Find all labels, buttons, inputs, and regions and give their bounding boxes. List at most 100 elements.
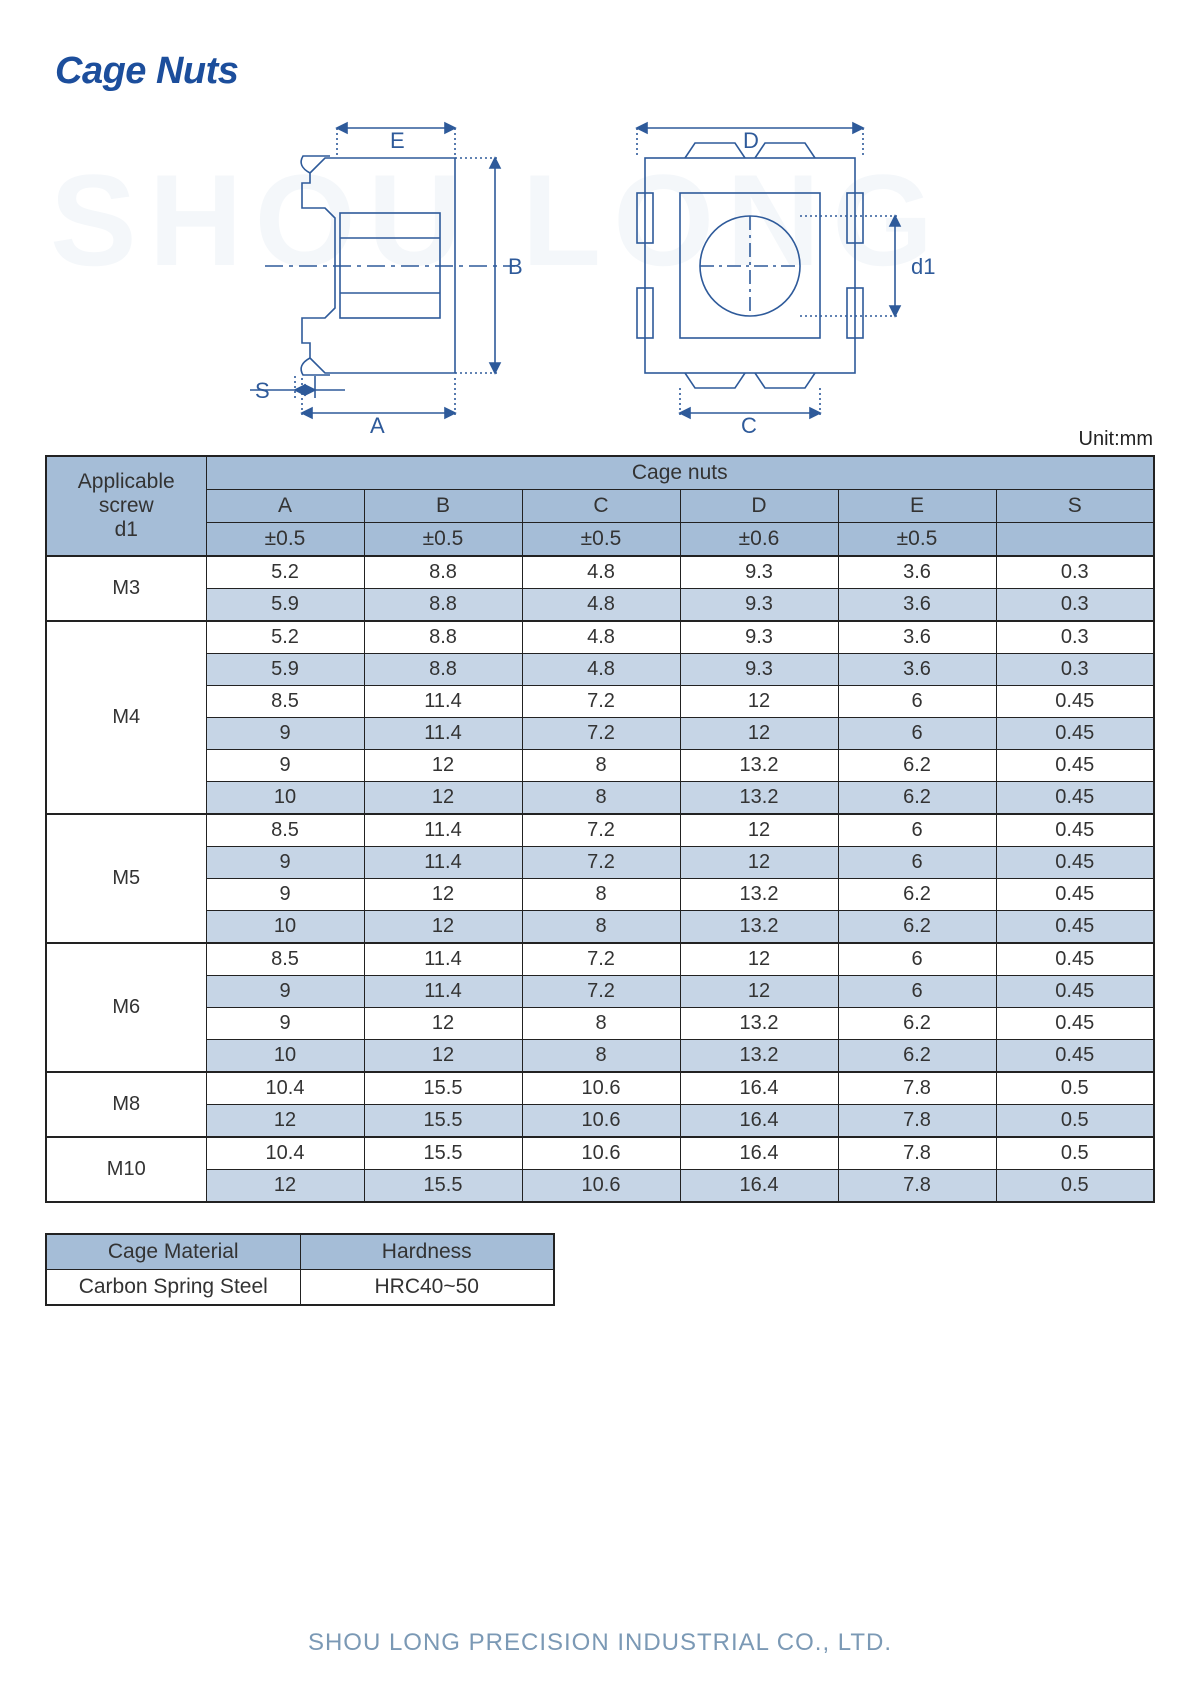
header-group: Cage nuts bbox=[206, 456, 1154, 490]
data-cell: 7.2 bbox=[522, 718, 680, 750]
data-cell: 9 bbox=[206, 718, 364, 750]
data-cell: 6 bbox=[838, 847, 996, 879]
material-header-left: Cage Material bbox=[46, 1234, 300, 1270]
header-col: C bbox=[522, 490, 680, 523]
data-cell: 12 bbox=[364, 911, 522, 944]
data-cell: 10.6 bbox=[522, 1137, 680, 1170]
data-cell: 12 bbox=[364, 1008, 522, 1040]
data-cell: 7.8 bbox=[838, 1105, 996, 1138]
data-cell: 5.2 bbox=[206, 621, 364, 654]
data-cell: 8 bbox=[522, 1040, 680, 1073]
data-cell: 3.6 bbox=[838, 589, 996, 622]
data-cell: 9 bbox=[206, 1008, 364, 1040]
header-tol: ±0.5 bbox=[522, 523, 680, 557]
data-cell: 6.2 bbox=[838, 879, 996, 911]
data-cell: 11.4 bbox=[364, 814, 522, 847]
data-cell: 12 bbox=[680, 976, 838, 1008]
data-cell: 4.8 bbox=[522, 621, 680, 654]
data-cell: 10.4 bbox=[206, 1072, 364, 1105]
data-cell: 0.45 bbox=[996, 847, 1154, 879]
header-tol: ±0.6 bbox=[680, 523, 838, 557]
data-cell: 6.2 bbox=[838, 750, 996, 782]
data-cell: 12 bbox=[364, 782, 522, 815]
header-tol: ±0.5 bbox=[206, 523, 364, 557]
data-cell: 4.8 bbox=[522, 556, 680, 589]
data-cell: 12 bbox=[206, 1105, 364, 1138]
data-cell: 8 bbox=[522, 782, 680, 815]
data-cell: 8.5 bbox=[206, 686, 364, 718]
data-cell: 12 bbox=[680, 943, 838, 976]
dim-label-d: D bbox=[743, 128, 759, 153]
data-cell: 0.3 bbox=[996, 589, 1154, 622]
data-cell: 11.4 bbox=[364, 943, 522, 976]
data-cell: 5.9 bbox=[206, 589, 364, 622]
data-cell: 8 bbox=[522, 879, 680, 911]
data-cell: 7.2 bbox=[522, 814, 680, 847]
data-cell: 0.45 bbox=[996, 782, 1154, 815]
data-cell: 7.8 bbox=[838, 1137, 996, 1170]
dim-label-c: C bbox=[741, 413, 757, 438]
data-cell: 8 bbox=[522, 750, 680, 782]
material-header-right: Hardness bbox=[300, 1234, 554, 1270]
data-cell: 12 bbox=[680, 718, 838, 750]
data-cell: 10 bbox=[206, 782, 364, 815]
data-cell: 0.45 bbox=[996, 686, 1154, 718]
data-cell: 6.2 bbox=[838, 782, 996, 815]
data-cell: 16.4 bbox=[680, 1105, 838, 1138]
data-cell: 9 bbox=[206, 750, 364, 782]
data-cell: 0.5 bbox=[996, 1137, 1154, 1170]
header-screw: Applicablescrewd1 bbox=[46, 456, 206, 556]
data-cell: 6.2 bbox=[838, 1008, 996, 1040]
data-cell: 0.45 bbox=[996, 1008, 1154, 1040]
header-tol bbox=[996, 523, 1154, 557]
data-cell: 12 bbox=[364, 1040, 522, 1073]
data-cell: 13.2 bbox=[680, 1040, 838, 1073]
header-col: D bbox=[680, 490, 838, 523]
screw-cell: M3 bbox=[46, 556, 206, 621]
data-cell: 8.8 bbox=[364, 556, 522, 589]
data-cell: 0.3 bbox=[996, 621, 1154, 654]
data-cell: 9 bbox=[206, 976, 364, 1008]
dim-label-b: B bbox=[508, 254, 523, 279]
data-cell: 9.3 bbox=[680, 654, 838, 686]
data-cell: 15.5 bbox=[364, 1072, 522, 1105]
data-cell: 5.2 bbox=[206, 556, 364, 589]
data-cell: 10.6 bbox=[522, 1170, 680, 1203]
data-cell: 7.2 bbox=[522, 686, 680, 718]
data-cell: 0.5 bbox=[996, 1170, 1154, 1203]
data-cell: 12 bbox=[680, 847, 838, 879]
data-cell: 12 bbox=[364, 750, 522, 782]
data-cell: 3.6 bbox=[838, 621, 996, 654]
data-cell: 9 bbox=[206, 847, 364, 879]
dim-label-e: E bbox=[390, 128, 405, 153]
data-cell: 16.4 bbox=[680, 1137, 838, 1170]
page-title: Cage Nuts bbox=[55, 50, 1155, 93]
header-tol: ±0.5 bbox=[838, 523, 996, 557]
data-cell: 13.2 bbox=[680, 911, 838, 944]
diagram-area: E B S A D C d1 bbox=[45, 118, 1155, 438]
data-cell: 7.2 bbox=[522, 943, 680, 976]
data-cell: 13.2 bbox=[680, 879, 838, 911]
data-cell: 6 bbox=[838, 943, 996, 976]
screw-cell: M6 bbox=[46, 943, 206, 1072]
data-cell: 6.2 bbox=[838, 911, 996, 944]
data-cell: 10 bbox=[206, 1040, 364, 1073]
data-cell: 3.6 bbox=[838, 556, 996, 589]
screw-cell: M10 bbox=[46, 1137, 206, 1202]
data-cell: 10 bbox=[206, 911, 364, 944]
data-cell: 6 bbox=[838, 814, 996, 847]
data-cell: 0.45 bbox=[996, 976, 1154, 1008]
material-table: Cage Material Hardness Carbon Spring Ste… bbox=[45, 1233, 555, 1306]
data-cell: 9.3 bbox=[680, 589, 838, 622]
data-cell: 3.6 bbox=[838, 654, 996, 686]
data-cell: 11.4 bbox=[364, 718, 522, 750]
data-cell: 6 bbox=[838, 976, 996, 1008]
material-value-right: HRC40~50 bbox=[300, 1270, 554, 1306]
footer-company: SHOU LONG PRECISION INDUSTRIAL CO., LTD. bbox=[0, 1629, 1200, 1657]
cage-nut-diagram: E B S A D C d1 bbox=[225, 118, 1025, 438]
data-cell: 8.8 bbox=[364, 654, 522, 686]
data-cell: 7.2 bbox=[522, 847, 680, 879]
data-cell: 0.5 bbox=[996, 1072, 1154, 1105]
data-cell: 0.45 bbox=[996, 718, 1154, 750]
data-cell: 0.3 bbox=[996, 556, 1154, 589]
